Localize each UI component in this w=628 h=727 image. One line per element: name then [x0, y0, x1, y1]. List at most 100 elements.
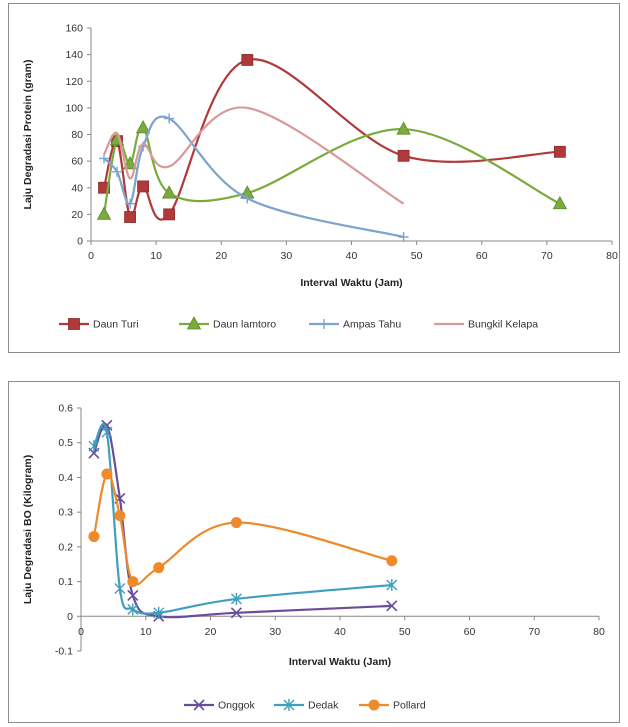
- protein-point-daun-lamtoro: [122, 155, 138, 170]
- bo-x-tick-label: 60: [464, 626, 476, 638]
- bo-point-pollard: [88, 530, 100, 542]
- bo-legend-label-dedak: Dedak: [308, 700, 339, 712]
- protein-point-daun-turi: [137, 180, 150, 193]
- bo-point-dedak: [127, 603, 139, 616]
- protein-point-daun-lamtoro: [96, 206, 112, 220]
- protein-point-ampas-tahu: [112, 166, 123, 177]
- organic-matter-degradation-chart: -0.1 0 0.1 0.2 0.3 0.4 0.5 0.6 0 10 20 30 40 50 60 70 80…: [8, 381, 620, 723]
- protein-degradation-chart: 0 20 40 60 80 100 120 140 160 0 10 20 30 40 50 60 70 80 In…: [8, 3, 620, 353]
- protein-series-line-ampas-tahu: [103, 115, 404, 239]
- bo-point-onggok: [127, 589, 139, 602]
- bo-point-pollard: [153, 562, 165, 574]
- bo-point-pollard: [127, 576, 139, 588]
- bo-x-tick-label: 0: [78, 626, 84, 638]
- bo-y-tick-label: 0.3: [58, 507, 73, 519]
- bo-x-tick-label: 50: [399, 626, 411, 638]
- bo-legend-label-onggok: Onggok: [218, 700, 256, 712]
- protein-legend-marker-daun-lamtoro: [186, 316, 202, 330]
- protein-x-tick-label: 60: [476, 250, 488, 262]
- bo-x-tick-label: 80: [593, 626, 605, 638]
- bo-legend-label-pollard: Pollard: [393, 700, 426, 712]
- protein-point-daun-turi: [124, 211, 136, 223]
- protein-x-tick-label: 70: [541, 250, 553, 262]
- protein-x-tick-label: 80: [606, 250, 618, 262]
- protein-point-daun-turi: [397, 149, 410, 162]
- protein-y-axis-title: Laju Degradasi Protein (gram): [22, 60, 34, 210]
- protein-legend-label-ampas-tahu: Ampas Tahu: [343, 319, 401, 331]
- bo-point-dedak: [386, 579, 398, 592]
- protein-point-daun-lamtoro: [552, 195, 568, 210]
- protein-series-line-bungkil-kelapa: [103, 106, 405, 205]
- bo-series-line-pollard: [92, 472, 393, 586]
- protein-x-tick-label: 50: [411, 250, 423, 262]
- bo-series-markers-pollard: [88, 468, 398, 588]
- protein-degradation-chart-svg: 0 20 40 60 80 100 120 140 160 0 10 20 30 40 50 60 70 80 In…: [22, 23, 618, 331]
- protein-legend-label-daun-turi: Daun Turi: [93, 319, 139, 331]
- bo-y-tick-label: 0.5: [58, 437, 73, 449]
- bo-y-tick-label: 0.6: [58, 403, 73, 415]
- bo-y-tick-label: 0.1: [58, 576, 73, 588]
- bo-x-tick-label: 20: [205, 626, 217, 638]
- bo-point-dedak: [230, 592, 242, 605]
- protein-y-tick-label: 60: [71, 156, 83, 168]
- protein-point-ampas-tahu: [398, 232, 409, 243]
- bo-point-pollard: [114, 510, 126, 522]
- bo-legend-marker-pollard: [368, 699, 380, 711]
- protein-x-tick-label: 20: [215, 250, 227, 262]
- protein-legend-label-daun-lamtoro: Daun lamtoro: [213, 319, 276, 331]
- bo-point-dedak: [88, 440, 100, 453]
- bo-x-tick-label: 70: [528, 626, 540, 638]
- protein-y-tick-label: 140: [65, 49, 83, 61]
- protein-point-daun-turi: [163, 208, 176, 221]
- bo-series-markers-onggok: [88, 419, 398, 622]
- protein-y-tick-label: 80: [71, 129, 83, 141]
- protein-y-tick-label: 20: [71, 209, 83, 221]
- protein-y-tick-label: 160: [65, 23, 83, 35]
- protein-x-tick-label: 30: [281, 250, 293, 262]
- bo-point-dedak: [114, 582, 126, 595]
- protein-point-daun-lamtoro: [135, 120, 151, 134]
- bo-x-tick-label: 40: [334, 626, 346, 638]
- bo-point-pollard: [230, 517, 242, 529]
- protein-x-tick-label: 10: [150, 250, 162, 262]
- bo-x-tick-label: 10: [140, 626, 152, 638]
- protein-point-ampas-tahu: [164, 113, 175, 124]
- bo-y-tick-label: 0.4: [58, 472, 73, 484]
- protein-point-ampas-tahu: [125, 198, 136, 209]
- bo-y-tick-label: -0.1: [55, 646, 73, 658]
- bo-point-onggok: [230, 607, 242, 619]
- bo-point-pollard: [101, 468, 113, 480]
- protein-y-tick-label: 40: [71, 182, 83, 194]
- protein-point-daun-lamtoro: [161, 185, 177, 199]
- protein-legend-marker-daun-turi: [68, 318, 80, 330]
- bo-y-axis-title: Laju Degradasi BO (Kilogram): [22, 455, 34, 604]
- bo-y-tick-label: 0.2: [58, 541, 73, 553]
- protein-point-ampas-tahu: [242, 193, 253, 204]
- bo-point-dedak: [101, 426, 113, 439]
- bo-legend-marker-onggok: [193, 699, 205, 711]
- bo-x-axis-title: Interval Waktu (Jam): [289, 656, 391, 668]
- protein-y-tick-label: 100: [65, 102, 83, 114]
- protein-point-ampas-tahu: [99, 153, 110, 164]
- protein-series-markers-daun-lamtoro: [96, 120, 568, 220]
- bo-point-onggok: [386, 600, 398, 612]
- protein-point-daun-turi: [554, 145, 566, 158]
- bo-legend-marker-dedak: [283, 699, 295, 711]
- protein-legend-label-bungkil-kelapa: Bungkil Kelapa: [468, 319, 538, 331]
- protein-point-daun-turi: [241, 54, 254, 66]
- bo-x-tick-label: 30: [269, 626, 281, 638]
- protein-y-tick-label: 120: [65, 76, 83, 88]
- protein-series-line-daun-lamtoro: [102, 126, 561, 215]
- protein-x-tick-label: 0: [88, 250, 94, 262]
- protein-x-axis-title: Interval Waktu (Jam): [300, 277, 402, 289]
- bo-series-markers-dedak: [88, 426, 398, 619]
- bo-point-dedak: [153, 606, 165, 619]
- bo-y-tick-label: 0: [67, 611, 73, 623]
- protein-legend-marker-ampas-tahu: [319, 319, 329, 329]
- protein-point-daun-turi: [98, 181, 110, 194]
- protein-point-daun-lamtoro: [396, 121, 411, 135]
- bo-point-pollard: [386, 555, 398, 567]
- protein-y-tick-label: 0: [77, 236, 83, 248]
- protein-x-tick-label: 40: [346, 250, 358, 262]
- organic-matter-degradation-chart-svg: -0.1 0 0.1 0.2 0.3 0.4 0.5 0.6 0 10 20 30 40 50 60 70 80…: [22, 403, 605, 712]
